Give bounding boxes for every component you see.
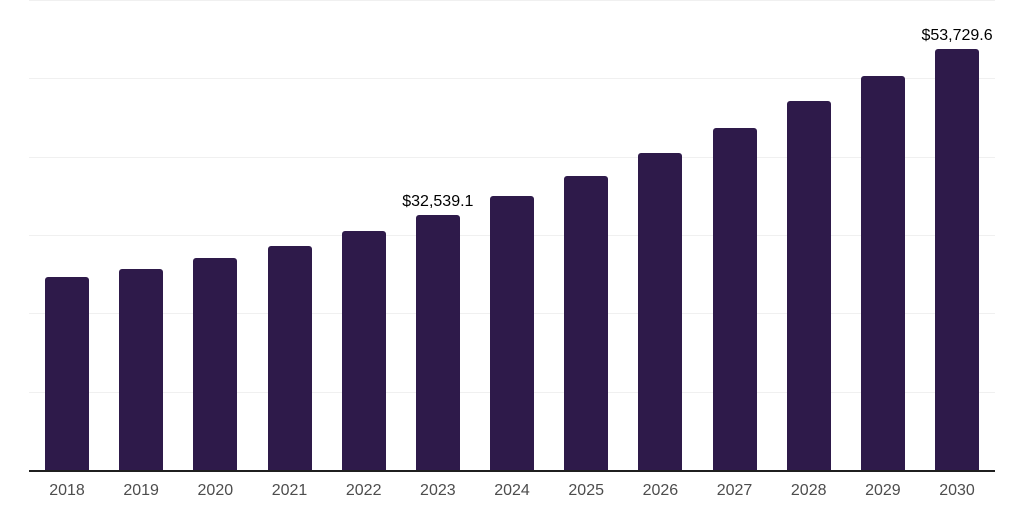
x-tick-2024: 2024	[494, 482, 530, 499]
bar-2028	[786, 100, 831, 470]
x-tick-2023: 2023	[420, 482, 456, 499]
x-tick-2019: 2019	[123, 482, 159, 499]
bar-2023	[415, 215, 460, 470]
gridline-40000	[29, 156, 995, 158]
bar-2027	[712, 127, 757, 470]
x-tick-2027: 2027	[716, 482, 753, 499]
bar-2022	[341, 231, 386, 470]
x-tick-2029: 2029	[865, 482, 901, 499]
bar-2018	[45, 277, 89, 470]
gridline-60000	[29, 0, 995, 1]
value-label-2023: $32,539.1	[402, 193, 474, 211]
x-tick-2020: 2020	[197, 482, 234, 499]
bar-2025	[564, 176, 609, 470]
x-tick-2018: 2018	[49, 482, 85, 499]
x-tick-2025: 2025	[568, 482, 604, 499]
bar-2029	[860, 75, 905, 470]
bar-2024	[490, 196, 535, 470]
x-tick-2028: 2028	[790, 482, 827, 499]
gridline-50000	[29, 78, 995, 80]
bar-2030	[935, 49, 980, 470]
plot-area: $32,539.1 $53,729.6	[29, 0, 995, 470]
x-tick-2026: 2026	[642, 482, 679, 499]
x-tick-2022: 2022	[345, 482, 382, 499]
bar-2026	[638, 153, 683, 470]
x-tick-2021: 2021	[271, 482, 308, 499]
bar-2020	[193, 258, 238, 470]
bar-2019	[119, 269, 164, 470]
bar-2021	[267, 245, 312, 470]
value-label-2030: $53,729.6	[921, 27, 993, 45]
x-tick-2030: 2030	[939, 482, 975, 499]
x-axis-line	[29, 470, 995, 472]
